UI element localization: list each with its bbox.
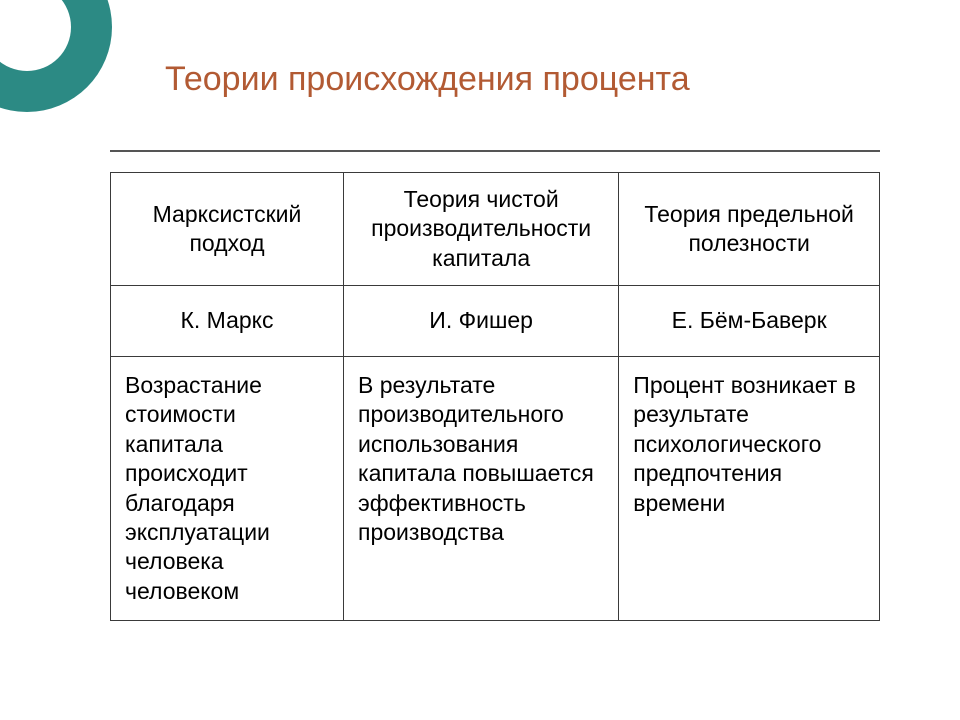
- author-cell: И. Фишер: [344, 286, 619, 356]
- horizontal-rule: [110, 150, 880, 152]
- theories-table: Марксистский подход Теория чистой произв…: [110, 172, 880, 621]
- page-title: Теории происхождения процента: [165, 58, 900, 101]
- table-description-row: Возрастание стоимости капитала происходи…: [111, 356, 880, 621]
- table-header-row: Марксистский подход Теория чистой произв…: [111, 173, 880, 286]
- author-cell: Е. Бём-Баверк: [619, 286, 880, 356]
- description-cell: В результате производительного использов…: [344, 356, 619, 621]
- decorative-ring: [0, 0, 112, 112]
- description-cell: Процент возникает в результате психологи…: [619, 356, 880, 621]
- author-cell: К. Маркс: [111, 286, 344, 356]
- header-cell: Теория чистой производительности капитал…: [344, 173, 619, 286]
- table-author-row: К. Маркс И. Фишер Е. Бём-Баверк: [111, 286, 880, 356]
- description-cell: Возрастание стоимости капитала происходи…: [111, 356, 344, 621]
- header-cell: Марксистский подход: [111, 173, 344, 286]
- header-cell: Теория предельной полезности: [619, 173, 880, 286]
